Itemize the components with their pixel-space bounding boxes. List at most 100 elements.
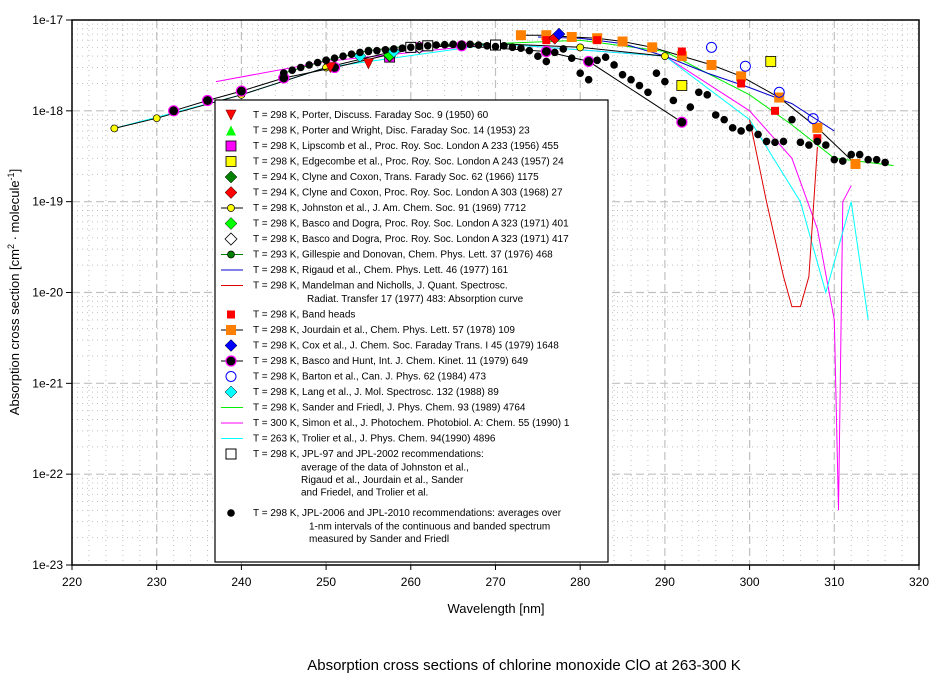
legend-label: average of the data of Johnston et al.,	[301, 463, 469, 474]
axes	[66, 19, 920, 570]
series	[215, 43, 852, 511]
marker-dot	[322, 56, 330, 65]
x-axis-label: Wavelength [nm]	[447, 601, 544, 616]
marker-dot	[466, 40, 474, 49]
legend-entry: T = 298 K, Johnston et al., J. Am. Chem.…	[221, 203, 526, 214]
y-axis-label-sup: -1	[6, 172, 16, 180]
legend-label: T = 298 K, Lang et al., J. Mol. Spectros…	[253, 387, 499, 398]
marker-diamond	[224, 385, 238, 399]
marker-dot	[635, 81, 644, 90]
legend-entry: T = 298 K, Lang et al., J. Mol. Spectros…	[224, 385, 499, 399]
x-tick-label: 320	[909, 575, 929, 589]
marker-dot	[449, 40, 457, 49]
marker-dot	[779, 137, 788, 146]
legend-entry: T = 298 K, Cox et al., J. Chem. Soc. Far…	[224, 339, 559, 352]
marker-dot	[227, 509, 235, 517]
marker-dot	[356, 48, 364, 57]
marker-dot	[754, 130, 762, 139]
legend-label: T = 300 K, Simon et al., J. Photochem. P…	[253, 418, 570, 429]
marker-square	[677, 47, 686, 56]
marker-circle-open	[739, 60, 751, 72]
x-tick-label: 300	[740, 575, 760, 589]
legend-entry: T = 298 K, Basco and Dogra, Proc. Roy. S…	[224, 217, 569, 230]
marker-dot	[593, 56, 601, 65]
series-line	[537, 36, 835, 132]
marker-circle	[227, 204, 235, 212]
marker-dot	[288, 66, 297, 75]
marker-triangle-down	[324, 62, 336, 74]
series	[705, 41, 819, 125]
marker-dot	[644, 88, 652, 97]
marker-dot	[694, 88, 703, 97]
legend-entry: T = 294 K, Clyne and Coxon, Trans. Farad…	[224, 170, 539, 184]
marker-dot	[881, 158, 889, 167]
marker-dot	[550, 48, 559, 57]
marker-circle-open	[705, 41, 717, 53]
marker-dot	[407, 43, 415, 52]
series-line	[173, 45, 683, 123]
y-axis-label-part: Absorption cross section [cm	[7, 249, 22, 415]
marker-square	[706, 59, 717, 70]
marker-diamond	[224, 217, 238, 230]
x-tick-label: 310	[824, 575, 844, 589]
y-axis-label: Absorption cross section [cm2 · molecule…	[6, 169, 22, 415]
x-tick-label: 240	[231, 575, 251, 589]
marker-diamond	[224, 170, 238, 184]
marker-dot	[483, 41, 491, 50]
legend-label: T = 298 K, Porter and Wright, Disc. Fara…	[253, 126, 530, 137]
marker-dot	[500, 41, 508, 50]
legend-label: T = 298 K, Basco and Hunt, Int. J. Chem.…	[253, 356, 529, 367]
marker-dot	[864, 155, 872, 164]
marker-dot	[610, 61, 618, 69]
legend-entry: T = 298 K, Porter, Discuss. Faraday Soc.…	[225, 109, 489, 121]
legend-label: T = 298 K, JPL-97 and JPL-2002 recommend…	[253, 449, 484, 460]
marker-circle-open	[225, 371, 237, 382]
marker-dot	[796, 138, 805, 147]
legend-label: and Friedel, and Trolier et al.	[301, 488, 428, 499]
series-line	[215, 43, 852, 511]
marker-dot	[390, 45, 398, 53]
y-tick-label: 1e-21	[32, 376, 63, 390]
y-tick-label: 1e-17	[32, 13, 63, 27]
marker-dot	[534, 52, 542, 60]
marker-circle	[168, 105, 180, 117]
marker-dot	[872, 155, 881, 164]
marker-square	[676, 51, 687, 62]
marker-square	[225, 140, 237, 152]
series	[749, 119, 818, 308]
marker-dot	[745, 124, 754, 132]
marker-dot	[669, 96, 678, 105]
marker-triangle-down	[225, 109, 237, 121]
marker-circle-open	[807, 113, 819, 125]
marker-dot	[517, 44, 525, 52]
marker-square	[227, 310, 235, 319]
y-tick-label: 1e-19	[32, 195, 63, 209]
legend-label: T = 298 K, Mandelman and Nicholls, J. Qu…	[253, 281, 508, 292]
marker-dot	[440, 40, 449, 49]
y-axis-label-part: ]	[7, 169, 22, 173]
marker-dot	[508, 43, 517, 52]
marker-dot	[720, 115, 728, 124]
marker-dot	[661, 77, 669, 86]
marker-square	[541, 30, 552, 41]
marker-square-open	[225, 448, 237, 460]
marker-square	[542, 36, 551, 45]
marker-square	[593, 36, 602, 45]
legend-entry: T = 298 K, JPL-2006 and JPL-2010 recomme…	[227, 508, 562, 545]
marker-square	[771, 106, 780, 115]
marker-dot	[771, 138, 779, 147]
series-line	[749, 119, 818, 308]
marker-dot	[601, 53, 610, 61]
marker-dot	[423, 41, 432, 50]
series	[552, 27, 566, 41]
marker-dot	[813, 137, 822, 146]
legend-entry: T = 298 K, Edgecombe et al., Proc. Roy. …	[225, 156, 564, 168]
x-tick-label: 270	[485, 575, 505, 589]
marker-dot	[330, 54, 339, 62]
legend-label: T = 298 K, Cox et al., J. Chem. Soc. Far…	[253, 341, 559, 352]
legend-entry: T = 293 K, Gillespie and Donovan, Chem. …	[221, 250, 553, 261]
marker-square	[617, 36, 628, 47]
y-axis-label-part: · molecule	[7, 180, 22, 244]
series	[537, 36, 835, 132]
